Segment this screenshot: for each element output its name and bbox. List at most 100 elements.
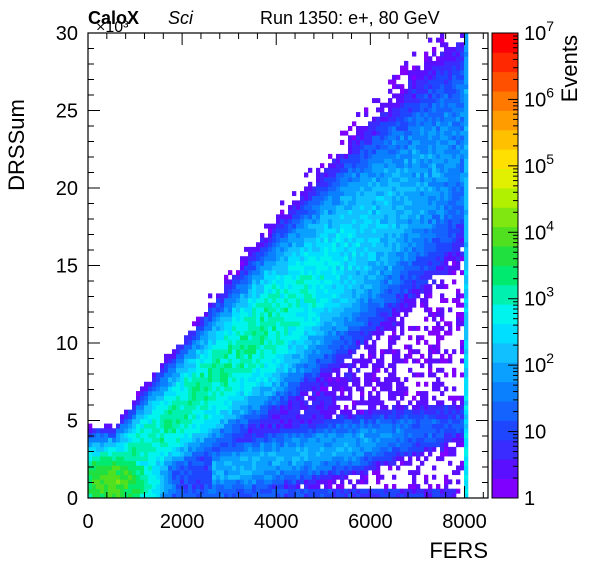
heatmap-cell — [432, 386, 437, 392]
heatmap-cell — [320, 437, 325, 443]
heatmap-cell — [368, 172, 373, 178]
heatmap-cell — [400, 386, 405, 392]
heatmap-cell — [408, 167, 413, 173]
heatmap-cell — [276, 330, 281, 336]
heatmap-cell — [96, 493, 101, 499]
heatmap-cell — [100, 442, 105, 448]
heatmap-cell — [392, 353, 397, 359]
heatmap-cell — [428, 107, 433, 113]
heatmap-cell — [360, 256, 365, 262]
heatmap-cell — [104, 470, 109, 476]
heatmap-cell — [248, 316, 253, 322]
heatmap-cell — [200, 409, 205, 415]
heatmap-cell — [296, 288, 301, 294]
heatmap-cell — [352, 381, 357, 387]
heatmap-cell — [400, 451, 405, 457]
heatmap-cell — [380, 437, 385, 443]
heatmap-cell — [252, 363, 257, 369]
heatmap-cell — [252, 274, 257, 280]
heatmap-cell — [424, 144, 429, 150]
heatmap-cell — [412, 139, 417, 145]
heatmap-cell — [416, 339, 421, 345]
heatmap-cell — [288, 488, 293, 494]
heatmap-cell — [208, 330, 213, 336]
heatmap-cell — [388, 284, 393, 290]
heatmap-cell — [292, 312, 297, 317]
heatmap-cell — [228, 381, 233, 387]
heatmap-cell — [368, 400, 373, 406]
heatmap-cell — [316, 307, 321, 313]
heatmap-cell — [332, 358, 337, 364]
heatmap-cell — [312, 195, 317, 201]
heatmap-cell — [208, 446, 213, 452]
heatmap-cell — [304, 200, 309, 206]
heatmap-cell — [428, 260, 433, 266]
heatmap-cell — [360, 279, 365, 285]
heatmap-cell — [224, 437, 229, 443]
heatmap-cell — [284, 288, 289, 294]
heatmap-cell — [276, 237, 281, 243]
heatmap-cell — [364, 265, 369, 271]
heatmap-cell — [284, 381, 289, 387]
heatmap-cell — [444, 246, 449, 252]
heatmap-cell — [268, 298, 273, 303]
heatmap-cell — [336, 293, 341, 299]
heatmap-cell — [392, 451, 397, 457]
heatmap-cell — [172, 353, 177, 359]
heatmap-cell — [268, 377, 273, 383]
heatmap-cell — [304, 195, 309, 201]
heatmap-cell — [360, 251, 365, 257]
heatmap-cell — [152, 391, 157, 396]
heatmap-cell — [380, 228, 385, 234]
heatmap-cell — [284, 237, 289, 243]
heatmap-cell — [436, 251, 441, 257]
heatmap-cell — [452, 418, 457, 424]
heatmap-cell — [436, 98, 441, 104]
heatmap-cell — [264, 386, 269, 392]
heatmap-cell — [156, 484, 161, 489]
heatmap-cell — [248, 344, 253, 350]
heatmap-cell — [440, 33, 445, 38]
heatmap-cell — [224, 386, 229, 392]
heatmap-cell — [320, 237, 325, 243]
heatmap-cell — [360, 172, 365, 178]
heatmap-cell — [360, 237, 365, 243]
heatmap-cell — [240, 414, 245, 420]
heatmap-cell — [324, 414, 329, 420]
heatmap-cell — [252, 465, 257, 471]
heatmap-cell — [332, 363, 337, 369]
heatmap-cell — [260, 377, 265, 383]
heatmap-cell — [416, 135, 421, 141]
heatmap-cell — [144, 456, 149, 462]
heatmap-cell — [164, 470, 169, 476]
heatmap-cell — [272, 265, 277, 271]
heatmap-cell — [400, 153, 405, 159]
heatmap-cell — [380, 298, 385, 303]
heatmap-cell — [340, 242, 345, 248]
heatmap-cell — [208, 460, 213, 466]
heatmap-cell — [300, 367, 305, 373]
heatmap-cell — [460, 209, 465, 215]
heatmap-cell — [392, 242, 397, 248]
heatmap-cell — [112, 470, 117, 476]
heatmap-cell — [348, 325, 353, 331]
heatmap-cell — [368, 284, 373, 290]
heatmap-cell — [408, 400, 413, 406]
heatmap-cell — [220, 335, 225, 341]
heatmap-cell — [196, 405, 201, 410]
heatmap-cell — [288, 316, 293, 322]
heatmap-cell — [208, 484, 213, 489]
heatmap-cell — [296, 381, 301, 387]
heatmap-cell — [344, 405, 349, 410]
heatmap-cell — [304, 386, 309, 392]
heatmap-cell — [216, 316, 221, 322]
heatmap-cell — [444, 121, 449, 127]
heatmap-cell — [192, 488, 197, 494]
heatmap-cell — [132, 451, 137, 457]
heatmap-cell — [244, 409, 249, 415]
heatmap-cell — [272, 358, 277, 364]
heatmap-cell — [368, 358, 373, 364]
heatmap-cell — [376, 298, 381, 303]
heatmap-cell — [432, 51, 437, 57]
heatmap-cell — [444, 321, 449, 327]
